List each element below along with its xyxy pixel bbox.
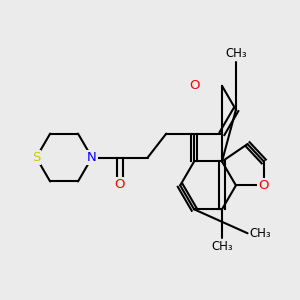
Text: O: O: [189, 79, 200, 92]
Text: S: S: [32, 151, 41, 164]
Text: CH₃: CH₃: [211, 240, 233, 254]
Text: CH₃: CH₃: [225, 46, 247, 60]
Text: O: O: [259, 179, 269, 192]
Text: N: N: [87, 151, 97, 164]
Text: CH₃: CH₃: [250, 227, 272, 240]
Text: O: O: [115, 178, 125, 191]
